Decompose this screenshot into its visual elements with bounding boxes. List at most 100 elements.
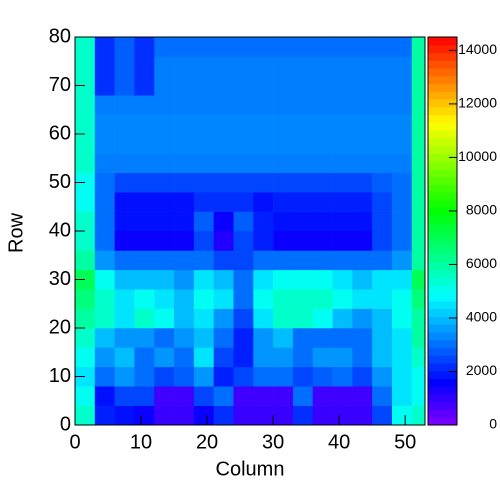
colorbar-strip [428, 176, 457, 185]
x-tick-label: 50 [394, 431, 416, 453]
cell [114, 37, 135, 57]
cell [94, 289, 115, 309]
cell [391, 269, 413, 290]
cell [134, 192, 155, 212]
cell [114, 347, 135, 368]
cell [273, 192, 294, 212]
y-tick-label: 40 [49, 219, 71, 241]
cell [154, 231, 175, 251]
cell [75, 269, 96, 290]
cell [193, 56, 214, 77]
cell [233, 269, 254, 290]
colorbar-strip [428, 269, 457, 279]
cell [332, 386, 353, 406]
cell [253, 347, 274, 368]
cell [174, 211, 195, 232]
cell [114, 231, 135, 251]
cell [213, 405, 234, 426]
cell [174, 114, 195, 135]
cell [114, 308, 135, 329]
cell [372, 56, 393, 77]
cell [213, 95, 234, 115]
cell [174, 134, 195, 154]
cell [253, 231, 274, 251]
cell [253, 269, 274, 290]
cell [233, 386, 254, 406]
cell [273, 231, 294, 251]
cell [75, 405, 96, 426]
cell [174, 75, 195, 96]
cell [75, 386, 96, 406]
cell [174, 328, 195, 348]
cell [193, 211, 214, 232]
cell [94, 211, 115, 232]
cell [154, 134, 175, 154]
cell [134, 95, 155, 115]
colorbar-strip [428, 68, 457, 77]
cell [75, 153, 96, 174]
cell [134, 347, 155, 368]
cell [273, 114, 294, 135]
cell [154, 172, 175, 193]
cell [114, 211, 135, 232]
cell [174, 95, 195, 115]
cell [292, 114, 314, 135]
cell [154, 75, 175, 96]
cell [213, 153, 234, 174]
cell [391, 56, 413, 77]
colorbar-strip [428, 417, 457, 426]
cell [253, 37, 274, 57]
cell [352, 405, 373, 426]
cell [352, 328, 373, 348]
z-tick-label: 4000 [466, 309, 497, 325]
cell [352, 231, 373, 251]
cell [193, 347, 214, 368]
cell [75, 308, 96, 329]
cell [233, 114, 254, 135]
cell [411, 37, 426, 57]
cell [193, 95, 214, 115]
cell [332, 308, 353, 329]
cell [352, 289, 373, 309]
cell [253, 95, 274, 115]
cell [154, 289, 175, 309]
cell [213, 37, 234, 57]
cell [273, 211, 294, 232]
cell [94, 250, 115, 271]
cell [411, 366, 426, 387]
cell [292, 328, 314, 348]
cell [411, 289, 426, 309]
y-tick-label: 10 [49, 365, 71, 387]
cell [391, 328, 413, 348]
colorbar-strip [428, 355, 457, 364]
colorbar-strip [428, 153, 457, 162]
colorbar-strip [428, 293, 457, 302]
cell [193, 386, 214, 406]
cell [372, 114, 393, 135]
cell [273, 172, 294, 193]
cell [292, 347, 314, 368]
cell [134, 211, 155, 232]
cell [233, 37, 254, 57]
colorbar-strip [428, 316, 457, 325]
cell [312, 405, 333, 426]
cell [193, 328, 214, 348]
cell [411, 405, 426, 426]
cell [273, 328, 294, 348]
colorbar-strip [428, 246, 457, 255]
cell [233, 153, 254, 174]
colorbar-strip [428, 215, 457, 224]
cell [372, 211, 393, 232]
z-tick-label: 2000 [466, 362, 497, 378]
cell [75, 211, 96, 232]
cell [75, 95, 96, 115]
colorbar-strip [428, 231, 457, 240]
cell [193, 250, 214, 271]
cell [391, 308, 413, 329]
cell [174, 250, 195, 271]
cell [292, 386, 314, 406]
cell [332, 269, 353, 290]
cell [134, 114, 155, 135]
colorbar-strip [428, 207, 457, 216]
colorbar-strip [428, 393, 457, 403]
